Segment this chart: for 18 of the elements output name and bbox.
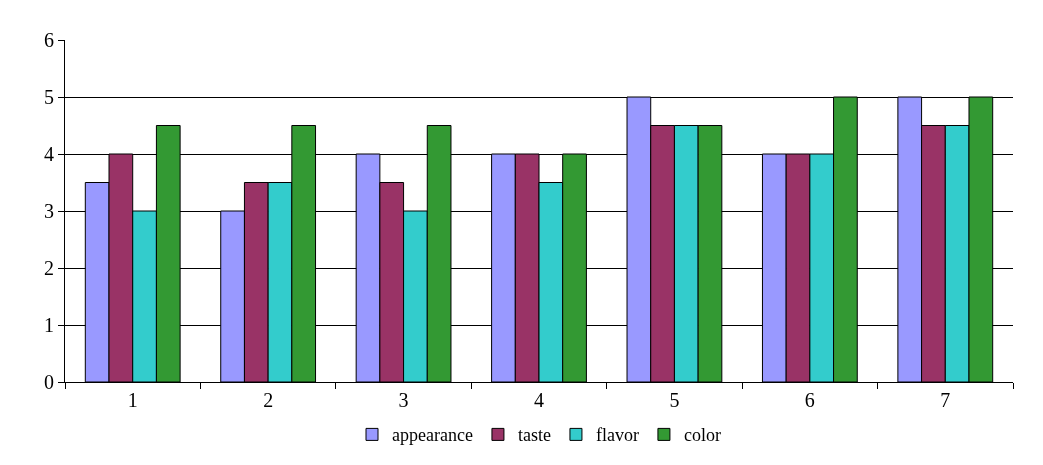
y-tick-label: 3 — [44, 200, 54, 222]
x-tick-label: 2 — [263, 389, 274, 411]
y-tick-label: 1 — [44, 314, 54, 336]
x-tick-label: 7 — [940, 389, 951, 411]
y-tick-label: 2 — [44, 257, 54, 279]
legend-label: color — [683, 425, 721, 446]
legend-label: appearance — [392, 425, 473, 446]
x-tick-label: 5 — [669, 389, 680, 411]
y-tick-label: 0 — [44, 371, 54, 393]
x-tick-label: 4 — [534, 389, 544, 411]
x-tick-label: 3 — [398, 389, 409, 411]
legend-label: flavor — [595, 425, 639, 446]
y-tick-label: 4 — [44, 143, 54, 165]
y-tick-label: 5 — [44, 86, 54, 108]
x-tick-label: 6 — [804, 389, 815, 411]
x-tick-label: 1 — [127, 389, 138, 411]
legend-label: taste — [517, 425, 551, 446]
y-tick-label: 6 — [44, 29, 54, 51]
